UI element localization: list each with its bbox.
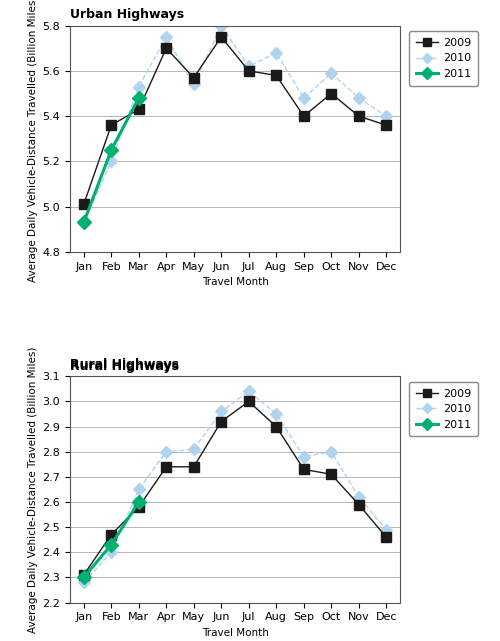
Text: Rural Highways: Rural Highways xyxy=(70,360,179,373)
Legend: 2009, 2010, 2011: 2009, 2010, 2011 xyxy=(409,31,478,86)
Text: Rural Highways: Rural Highways xyxy=(70,358,179,371)
Y-axis label: Average Daily Vehicle-Distance Travelled (Billion Miles): Average Daily Vehicle-Distance Travelled… xyxy=(28,0,38,282)
X-axis label: Travel Month: Travel Month xyxy=(202,628,268,638)
Legend: 2009, 2010, 2011: 2009, 2010, 2011 xyxy=(409,382,478,437)
X-axis label: Travel Month: Travel Month xyxy=(202,277,268,287)
Y-axis label: Average Daily Vehicle-Distance Travelled (Billion Miles): Average Daily Vehicle-Distance Travelled… xyxy=(28,346,38,633)
Text: Urban Highways: Urban Highways xyxy=(70,8,184,21)
